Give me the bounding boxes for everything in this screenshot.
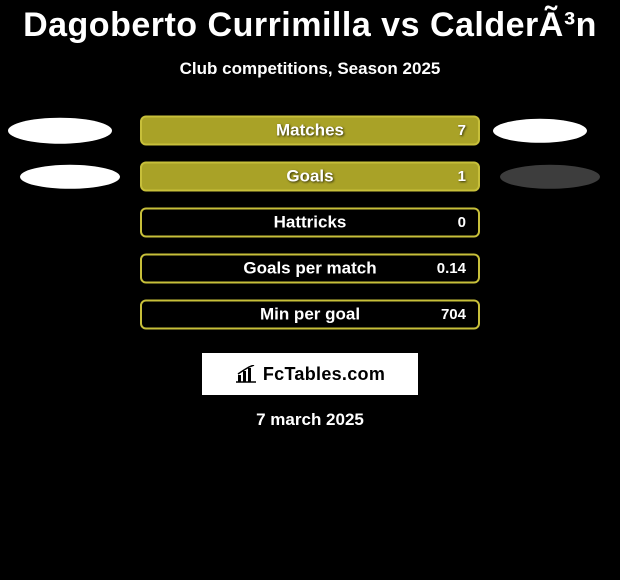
stat-value: 704 bbox=[441, 306, 466, 323]
stat-value: 0.14 bbox=[437, 260, 466, 277]
stat-bar: Min per goal 704 bbox=[140, 300, 480, 330]
stat-bar: Goals 1 bbox=[140, 162, 480, 192]
stat-bar: Matches 7 bbox=[140, 116, 480, 146]
stat-row: Matches 7 bbox=[0, 109, 620, 155]
stat-bar: Goals per match 0.14 bbox=[140, 254, 480, 284]
stat-row: Hattricks 0 bbox=[0, 201, 620, 247]
right-ellipse-icon bbox=[500, 165, 600, 189]
stat-row: Goals per match 0.14 bbox=[0, 247, 620, 293]
bar-chart-icon bbox=[235, 365, 257, 383]
stat-bar: Hattricks 0 bbox=[140, 208, 480, 238]
stat-row: Min per goal 704 bbox=[0, 293, 620, 339]
comparison-card: { "title": "Dagoberto Currimilla vs Cald… bbox=[0, 0, 620, 580]
left-ellipse-icon bbox=[20, 165, 120, 189]
stat-label: Goals bbox=[142, 167, 478, 187]
stat-label: Min per goal bbox=[142, 305, 478, 325]
logo-text: FcTables.com bbox=[263, 364, 385, 385]
left-ellipse-icon bbox=[8, 118, 112, 144]
stat-value: 1 bbox=[458, 168, 466, 185]
date-label: 7 march 2025 bbox=[0, 410, 620, 430]
right-ellipse-icon bbox=[493, 119, 587, 143]
stat-rows: Matches 7 Goals 1 Hattricks 0 Goals per … bbox=[0, 109, 620, 339]
stat-label: Goals per match bbox=[142, 259, 478, 279]
stat-row: Goals 1 bbox=[0, 155, 620, 201]
logo-box: FcTables.com bbox=[202, 353, 418, 395]
page-title: Dagoberto Currimilla vs CalderÃ³n bbox=[0, 0, 620, 45]
page-subtitle: Club competitions, Season 2025 bbox=[0, 59, 620, 79]
stat-value: 0 bbox=[458, 214, 466, 231]
stat-label: Hattricks bbox=[142, 213, 478, 233]
stat-label: Matches bbox=[142, 121, 478, 141]
stat-value: 7 bbox=[458, 122, 466, 139]
